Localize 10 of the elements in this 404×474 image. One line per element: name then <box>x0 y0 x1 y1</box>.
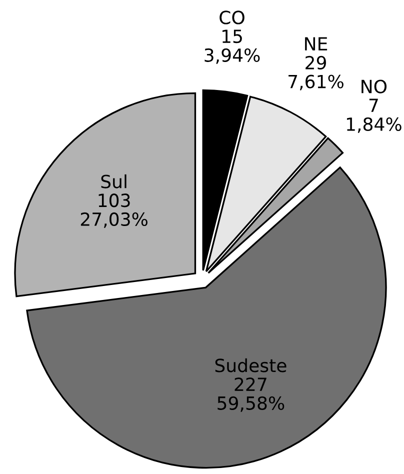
data-label: 15 3,94% <box>204 30 260 64</box>
data-label: 29 7,61% <box>288 56 344 90</box>
slice-label: NO <box>362 80 387 94</box>
slice-label: CO <box>220 10 244 24</box>
data-label: 103 27,03% <box>80 194 148 228</box>
slice-label: Sul <box>101 174 126 188</box>
data-label: 7 1,84% <box>346 98 402 133</box>
data-label: 227 59,58% <box>218 377 284 412</box>
slice-label: NE <box>305 37 328 50</box>
slice-label: Sudeste <box>215 358 286 372</box>
